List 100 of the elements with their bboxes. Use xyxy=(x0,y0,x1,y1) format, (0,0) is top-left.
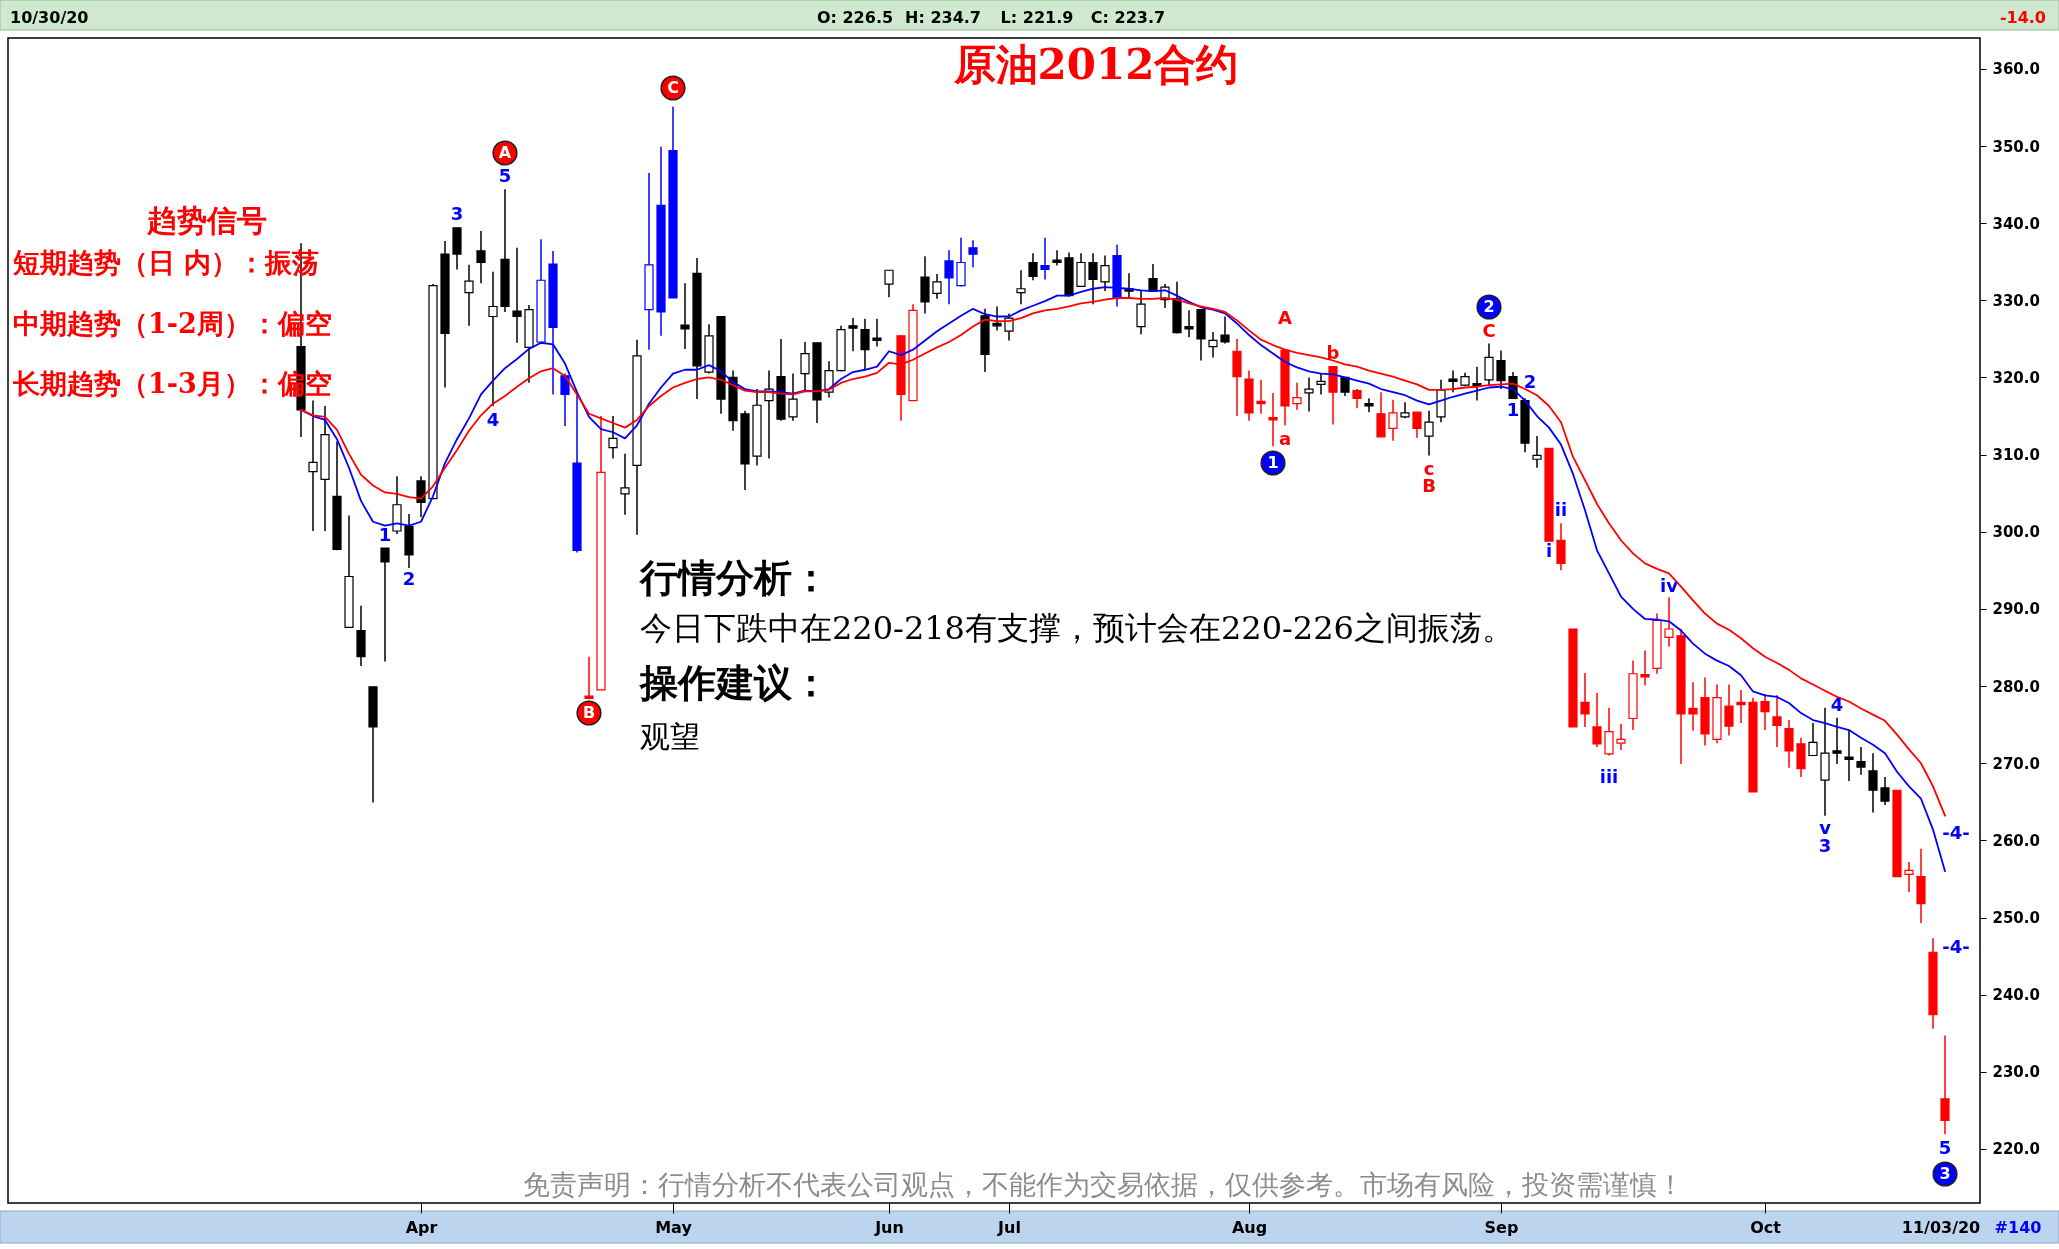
y-tick-label: 270.0 xyxy=(1992,754,2040,773)
candlestick xyxy=(1184,309,1194,339)
candlestick xyxy=(1292,382,1302,411)
candlestick xyxy=(1760,693,1770,731)
annotation: 2 xyxy=(402,568,416,589)
candlestick xyxy=(476,230,486,285)
annotation: iv xyxy=(1660,575,1679,596)
text: O: 226.5 xyxy=(816,8,894,27)
candlestick xyxy=(1364,397,1374,413)
candlestick xyxy=(1076,252,1086,288)
y-tick-label: 330.0 xyxy=(1992,291,2040,310)
x-tick-label: May xyxy=(655,1217,693,1237)
candlestick xyxy=(680,282,690,350)
candlestick xyxy=(1856,746,1866,776)
candlestick xyxy=(944,249,954,305)
candlestick xyxy=(608,415,618,460)
y-tick-label: 340.0 xyxy=(1992,214,2040,233)
candlestick xyxy=(884,269,894,298)
annotation: a xyxy=(1278,428,1292,449)
candlestick xyxy=(1316,372,1326,396)
x-tick-label: Aug xyxy=(1231,1217,1268,1237)
candlestick xyxy=(1304,376,1314,413)
annotation: b xyxy=(1326,342,1340,363)
y-tick-label: 240.0 xyxy=(1992,986,2040,1005)
candlestick xyxy=(1352,388,1362,410)
candlestick xyxy=(1016,269,1026,305)
annotation: 1 xyxy=(378,524,392,545)
y-tick-label: 320.0 xyxy=(1992,368,2040,387)
annotation: 3 xyxy=(450,203,464,224)
candlestick xyxy=(1904,861,1914,893)
annotation: 5 xyxy=(1938,1137,1952,1158)
y-tick-label: 220.0 xyxy=(1992,1140,2040,1159)
x-tick-label: Apr xyxy=(405,1217,438,1237)
annotation: C xyxy=(1482,320,1496,341)
candlestick xyxy=(1412,411,1422,439)
x-tick-label: Oct xyxy=(1750,1217,1782,1237)
candlestick xyxy=(1832,716,1842,765)
text: L: 221.9 xyxy=(1000,8,1074,27)
text: 11/03/20 xyxy=(1901,1218,1981,1237)
y-tick-label: 350.0 xyxy=(1992,137,2040,156)
candlestick xyxy=(1028,252,1038,282)
annotation: 3 xyxy=(1818,835,1832,856)
text: #140 xyxy=(1994,1218,2042,1237)
candlestick xyxy=(1448,369,1458,393)
annotation: 1 xyxy=(1506,399,1520,420)
text: 10/30/20 xyxy=(10,8,89,27)
text: 趋势信号 xyxy=(146,203,267,238)
candlestick xyxy=(1496,349,1506,390)
candlestick xyxy=(1640,649,1650,687)
candlestick xyxy=(1424,409,1434,457)
candlestick xyxy=(1556,522,1566,572)
candlestick xyxy=(488,271,498,407)
annotation: -4- xyxy=(1942,936,1970,957)
annotation: 5 xyxy=(498,165,512,186)
annotation: i xyxy=(1545,540,1553,561)
annotation: 2 xyxy=(1523,371,1537,392)
y-tick-label: 310.0 xyxy=(1992,446,2040,465)
candlestick xyxy=(560,372,570,427)
annotation: A xyxy=(1278,307,1293,328)
candlestick xyxy=(1040,237,1050,281)
x-tick-label: Jun xyxy=(874,1217,904,1237)
annotation: C xyxy=(667,78,679,97)
candlestick xyxy=(1616,723,1626,751)
candlestick xyxy=(1208,331,1218,359)
annotation: 观望 xyxy=(640,719,700,754)
candlestick xyxy=(1148,263,1158,293)
candlestick xyxy=(1880,776,1890,806)
annotation: iii xyxy=(1599,766,1619,787)
candlestick xyxy=(1688,681,1698,732)
candlestick xyxy=(1940,1034,1950,1136)
annotation: 4 xyxy=(486,409,500,430)
candlestick xyxy=(788,372,798,422)
annotation: 1 xyxy=(1267,453,1279,472)
candlestick xyxy=(992,305,1002,332)
candlestick xyxy=(1052,249,1062,267)
candlestick xyxy=(1868,752,1878,814)
candlestick xyxy=(1220,315,1230,345)
annotation: 2 xyxy=(1483,297,1495,316)
candlestick xyxy=(1844,728,1854,782)
candlestick xyxy=(956,237,966,288)
candlestick xyxy=(1004,312,1014,342)
candlestick xyxy=(1400,401,1410,420)
candlestick xyxy=(1604,706,1614,757)
candlestick xyxy=(800,341,810,392)
candlestick xyxy=(1724,683,1734,737)
candlestick xyxy=(1256,379,1266,415)
candlestick xyxy=(860,318,870,370)
candlestick xyxy=(1388,399,1398,442)
annotation: 3 xyxy=(1939,1164,1951,1183)
x-tick-label: Sep xyxy=(1484,1217,1519,1237)
candlestick xyxy=(1664,596,1674,648)
candlestick xyxy=(1088,252,1098,305)
y-tick-label: 230.0 xyxy=(1992,1063,2040,1082)
y-tick-label: 280.0 xyxy=(1992,677,2040,696)
annotation: A xyxy=(498,143,512,162)
annotation: -4- xyxy=(1942,822,1970,843)
annotation: 今日下跌中在220-218有支撑，预计会在220-226之间振荡。 xyxy=(640,609,1514,647)
candlestick xyxy=(1532,435,1542,469)
text: C: 223.7 xyxy=(1090,8,1166,27)
text: H: 234.7 xyxy=(905,8,981,27)
